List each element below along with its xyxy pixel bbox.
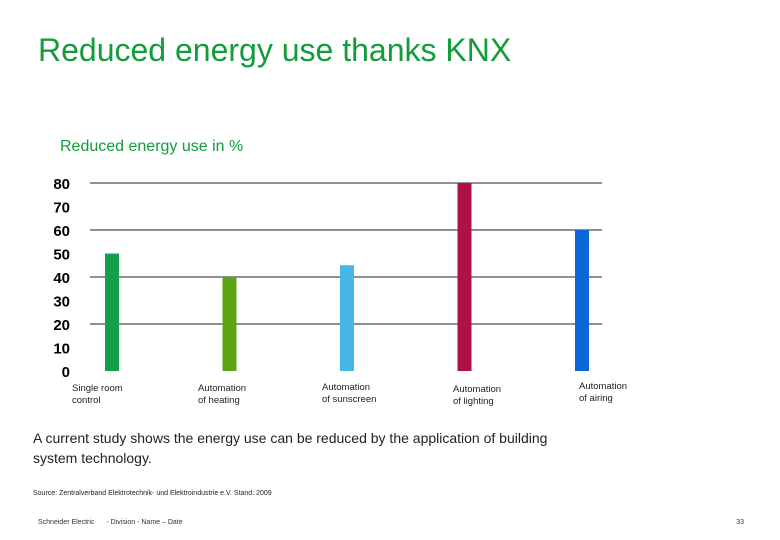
y-tick-label: 20 [53,317,70,334]
x-tick-label: Automation of sunscreen [322,382,376,405]
y-tick-label: 80 [53,176,70,193]
y-tick-label: 60 [53,223,70,240]
bar [575,230,589,371]
source-note: Source: Zentralverband Elektrotechnik- u… [33,490,272,497]
y-tick-label: 40 [53,270,70,287]
footer-company: Schneider Electric [38,519,95,526]
body-text: A current study shows the energy use can… [33,430,548,466]
y-tick-label: 0 [62,364,70,381]
footer-meta: - Division - Name – Date [106,519,183,526]
y-tick-label: 10 [53,341,70,358]
bar [105,253,119,371]
x-tick-label: Automation of airing [579,381,627,404]
y-tick-label: 30 [53,294,70,311]
x-tick-label: Automation of lighting [453,384,501,407]
y-tick-label: 50 [53,247,70,264]
bar [457,183,472,371]
bar [222,277,237,371]
x-tick-label: Single room control [72,383,123,406]
y-tick-label: 70 [53,200,70,217]
footer: Schneider Electric - Division - Name – D… [38,519,193,526]
bar [340,265,354,371]
chart-title: Reduced energy use in % [60,138,244,155]
page-title: Reduced energy use thanks KNX [38,32,512,68]
page-number: 33 [736,519,744,526]
x-tick-label: Automation of heating [198,383,246,406]
